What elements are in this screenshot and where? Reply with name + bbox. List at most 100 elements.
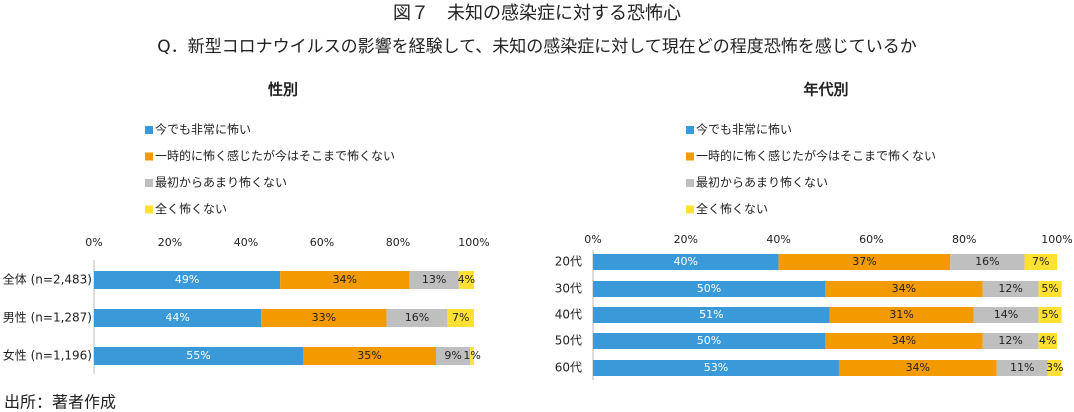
data-label: 51% [699, 308, 723, 321]
y-tick-label: 女性 (n=1,196) [3, 348, 92, 363]
bar-segment [94, 309, 262, 327]
bar-segment [1038, 307, 1062, 323]
y-tick-label: 60代 [555, 361, 582, 375]
data-label: 53% [704, 361, 728, 374]
data-label: 4% [1039, 334, 1056, 347]
data-label: 16% [405, 311, 429, 324]
data-label: 14% [994, 308, 1018, 321]
x-tick-label: 100% [1041, 233, 1072, 246]
y-tick-label: 全体 (n=2,483) [3, 272, 92, 287]
legend-swatch [686, 126, 694, 134]
legend-swatch [145, 152, 153, 161]
bar-segment [409, 271, 459, 289]
data-label: 4% [458, 273, 475, 286]
data-label: 3% [1046, 361, 1063, 374]
source-note: 出所：著者作成 [4, 393, 116, 412]
x-tick-label: 20% [674, 233, 698, 246]
bar-segment [593, 360, 839, 376]
data-label: 5% [1041, 282, 1058, 295]
chart-title: 年代別 [803, 81, 848, 99]
bar-segment [1024, 254, 1057, 270]
data-label: 34% [333, 273, 357, 286]
y-tick-label: 20代 [555, 255, 582, 269]
data-label: 11% [1010, 361, 1034, 374]
data-label: 33% [312, 311, 336, 324]
data-label: 12% [998, 282, 1022, 295]
chart-title: 性別 [268, 81, 298, 99]
data-label: 35% [357, 349, 381, 362]
data-label: 31% [889, 308, 913, 321]
data-label: 34% [892, 334, 916, 347]
x-tick-label: 80% [386, 236, 410, 249]
data-label: 16% [975, 255, 999, 268]
legend-label: 今でも非常に怖い [155, 122, 251, 137]
data-label: 50% [697, 282, 721, 295]
data-label: 34% [892, 282, 916, 295]
data-label: 7% [1032, 255, 1049, 268]
bar-segment [825, 333, 983, 349]
data-label: 37% [852, 255, 876, 268]
bar-segment [593, 281, 825, 297]
bar-segment [470, 347, 474, 365]
data-label: 12% [998, 334, 1022, 347]
data-label: 5% [1041, 308, 1058, 321]
legend-swatch [145, 179, 153, 187]
bar-segment [303, 347, 436, 365]
bar-segment [778, 254, 951, 270]
bar-segment [1047, 360, 1062, 376]
legend-swatch [686, 179, 694, 187]
bar-segment [94, 347, 303, 365]
bar-segment [386, 309, 448, 327]
data-label: 44% [165, 311, 189, 324]
x-tick-label: 100% [458, 236, 489, 249]
bar-segment [996, 360, 1048, 376]
bar-segment [593, 254, 779, 270]
bar-segment [829, 307, 974, 323]
legend-label: 全く怖くない [155, 201, 227, 216]
x-tick-label: 20% [158, 236, 182, 249]
bar-segment [1038, 333, 1057, 349]
figure-subtitle: Q．新型コロナウイルスの影響を経験して、未知の感染症に対して現在どの程度恐怖を感… [157, 37, 917, 57]
bar-segment [593, 333, 825, 349]
legend-label: 最初からあまり怖くない [155, 175, 287, 190]
bar-segment [973, 307, 1039, 323]
x-tick-label: 0% [85, 236, 102, 249]
x-tick-label: 60% [859, 233, 883, 246]
bar-segment [593, 307, 830, 323]
data-label: 49% [175, 273, 199, 286]
bar-segment [280, 271, 410, 289]
legend-swatch [145, 126, 153, 134]
bar-segment [982, 281, 1039, 297]
y-tick-label: 男性 (n=1,287) [3, 311, 92, 325]
data-label: 34% [906, 361, 930, 374]
bar-segment [94, 271, 281, 289]
data-label: 55% [186, 349, 210, 362]
bar-segment [838, 360, 997, 376]
legend-swatch [686, 205, 694, 214]
legend-label: 一時的に怖く感じたが今はそこまで怖くない [155, 148, 395, 163]
legend-swatch [145, 205, 153, 214]
bar-segment [447, 309, 474, 327]
data-label: 40% [674, 255, 698, 268]
bar-segment [1038, 281, 1062, 297]
x-tick-label: 80% [952, 233, 976, 246]
data-label: 50% [697, 334, 721, 347]
bar-segment [950, 254, 1025, 270]
y-tick-label: 40代 [555, 308, 582, 322]
bar-segment [982, 333, 1039, 349]
x-tick-label: 0% [584, 233, 601, 246]
legend-label: 最初からあまり怖くない [696, 175, 828, 190]
data-label: 13% [422, 273, 446, 286]
data-label: 1% [463, 349, 480, 362]
figure-title: 図７ 未知の感染症に対する恐怖心 [393, 3, 681, 24]
x-tick-label: 40% [766, 233, 790, 246]
legend-label: 今でも非常に怖い [696, 122, 792, 137]
bar-segment [261, 309, 387, 327]
legend-swatch [686, 152, 694, 161]
bar-segment [825, 281, 983, 297]
legend-label: 全く怖くない [696, 201, 768, 216]
bar-segment [458, 271, 474, 289]
x-tick-label: 60% [310, 236, 334, 249]
